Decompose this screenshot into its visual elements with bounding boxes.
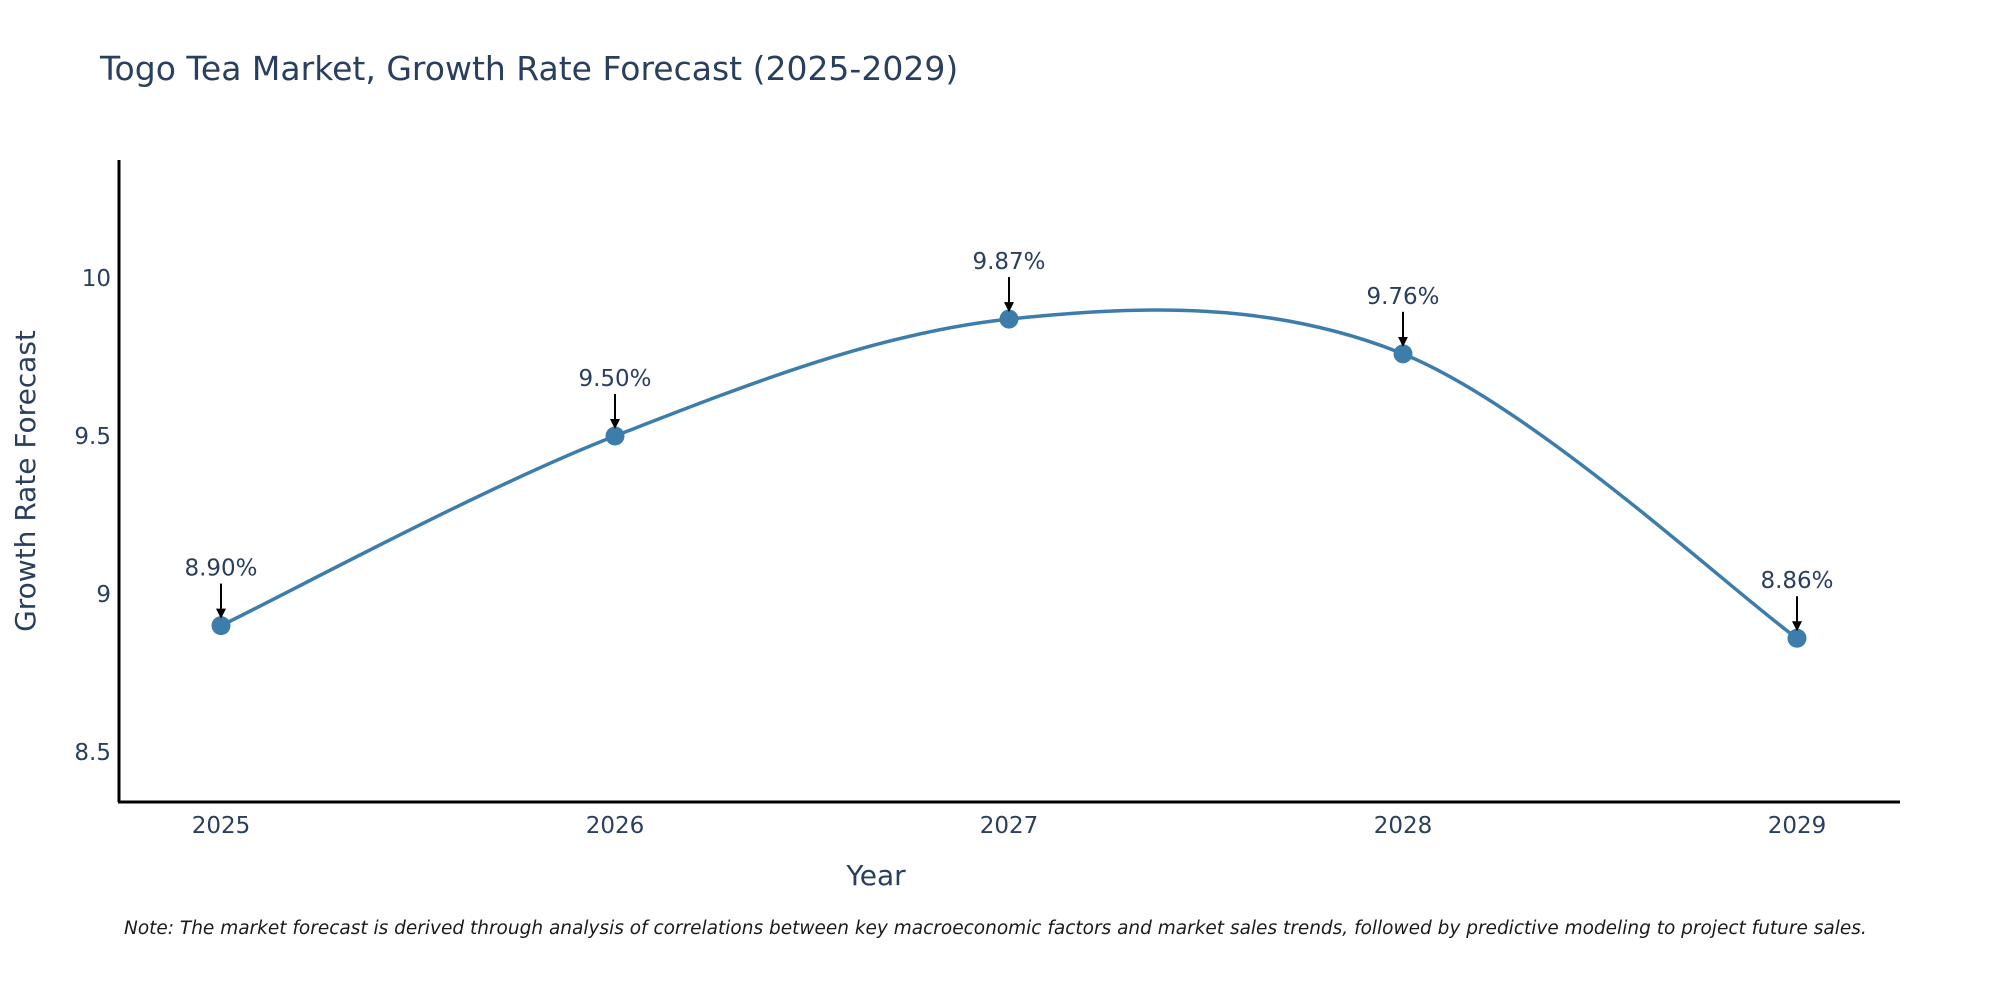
y-tick-label: 10 (82, 266, 111, 292)
x-tick-label: 2029 (1768, 813, 1827, 839)
footnote: Note: The market forecast is derived thr… (124, 918, 1867, 939)
data-label: 8.86% (1760, 568, 1833, 594)
data-label: 8.90% (184, 556, 257, 582)
y-tick-label: 8.5 (74, 740, 111, 766)
x-tick-label: 2025 (192, 813, 251, 839)
plot-area: 8.5 9 9.5 10 2025 2026 2027 2028 2029 8.90% 9.50% 9… (74, 249, 1833, 839)
data-point (605, 426, 625, 446)
x-tick-label: 2028 (1374, 813, 1433, 839)
x-tick-label: 2027 (980, 813, 1039, 839)
data-point (999, 309, 1019, 329)
y-tick-label: 9.5 (74, 424, 111, 450)
x-tick-label: 2026 (586, 813, 645, 839)
y-axis-title: Growth Rate Forecast (9, 330, 42, 632)
data-point (1393, 344, 1413, 364)
series-line (220, 308, 1799, 640)
data-label: 9.50% (578, 366, 651, 392)
x-axis-title: Year (845, 859, 906, 892)
data-label: 9.87% (972, 249, 1045, 275)
data-point (211, 616, 231, 636)
y-tick-label: 9 (96, 582, 111, 608)
chart-title: Togo Tea Market, Growth Rate Forecast (2… (99, 49, 958, 88)
data-label: 9.76% (1366, 284, 1439, 310)
data-point (1787, 628, 1807, 648)
